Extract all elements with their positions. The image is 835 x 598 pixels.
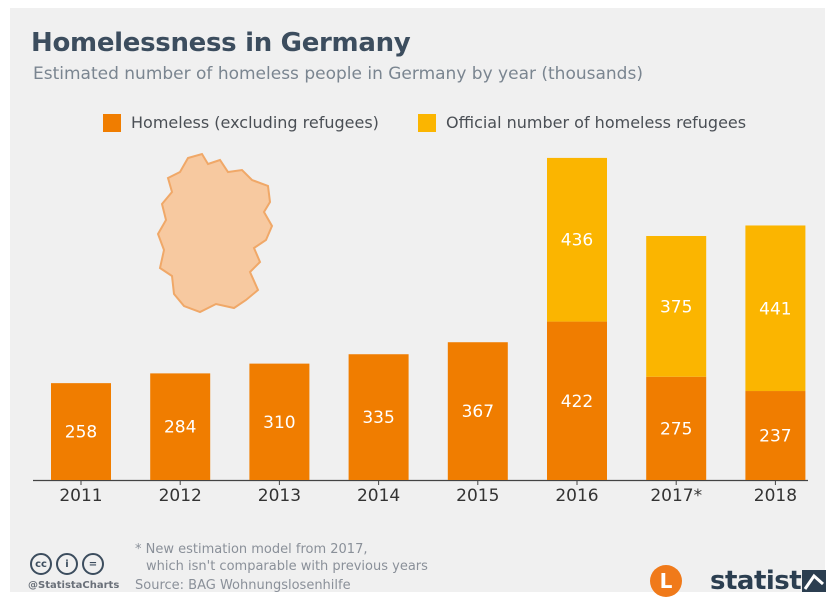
data-label-homeless-2017: 275 — [660, 419, 692, 439]
data-label-homeless-2011: 258 — [65, 423, 97, 443]
legend-label-homeless: Homeless (excluding refugees) — [131, 113, 379, 132]
x-tick-label-2014: 2014 — [357, 486, 400, 506]
legend-label-refugees: Official number of homeless refugees — [446, 113, 747, 132]
x-tick-label-2017: 2017* — [650, 486, 702, 506]
bar-refugees-2016 — [547, 157, 607, 322]
x-tick-label-2015: 2015 — [456, 486, 499, 506]
data-label-homeless-2012: 284 — [164, 418, 196, 438]
bar-homeless-2016 — [547, 321, 607, 480]
legend-swatch-homeless — [103, 113, 121, 132]
x-tick-label-2013: 2013 — [258, 486, 301, 506]
statista-brand: statista — [710, 566, 819, 596]
data-label-homeless-2018: 237 — [759, 427, 791, 447]
footnote-line-2: which isn't comparable with previous yea… — [146, 559, 428, 574]
data-label-homeless-2016: 422 — [561, 392, 593, 412]
x-tick-label-2016: 2016 — [555, 486, 598, 506]
source-text: Source: BAG Wohnungslosenhilfe — [135, 578, 351, 593]
footnote: * New estimation model from 2017, which … — [135, 541, 428, 575]
x-tick-label-2012: 2012 — [159, 486, 202, 506]
bar-homeless-2017 — [646, 376, 707, 480]
data-label-homeless-2013: 310 — [263, 413, 295, 433]
bar-homeless-2013 — [249, 363, 310, 480]
bar-homeless-2015 — [447, 342, 508, 480]
statista-logo-icon — [802, 570, 826, 592]
data-label-homeless-2014: 335 — [362, 408, 394, 428]
data-label-homeless-2015: 367 — [462, 402, 494, 422]
bar-homeless-2011 — [51, 383, 111, 480]
footnote-line-1: * New estimation model from 2017, — [135, 542, 368, 557]
bar-homeless-2018 — [745, 391, 806, 480]
attribution-icon: i — [56, 553, 78, 575]
germany-map-icon — [156, 152, 274, 314]
bar-refugees-2017 — [646, 235, 707, 377]
bar-homeless-2014 — [348, 354, 409, 480]
social-handle: @StatistaCharts — [28, 580, 120, 591]
legend-item-refugees: Official number of homeless refugees — [418, 113, 746, 132]
x-tick-label-2011: 2011 — [59, 486, 102, 506]
chart-title: Homelessness in Germany — [31, 28, 411, 58]
data-label-refugees-2017: 375 — [660, 297, 692, 317]
x-tick-label-2018: 2018 — [754, 486, 797, 506]
no-derivatives-icon: = — [82, 553, 104, 575]
partner-logo: L — [650, 565, 682, 597]
chart-subtitle: Estimated number of homeless people in G… — [33, 64, 643, 84]
data-label-refugees-2018: 441 — [759, 299, 791, 319]
bar-refugees-2018 — [745, 225, 806, 392]
cc-icon: cc — [30, 553, 52, 575]
bar-homeless-2012 — [150, 373, 211, 480]
legend: Homeless (excluding refugees) Official n… — [0, 113, 835, 137]
data-label-refugees-2016: 436 — [561, 231, 593, 251]
legend-swatch-refugees — [418, 113, 436, 132]
license-icons: cc i = — [30, 553, 104, 575]
legend-item-homeless: Homeless (excluding refugees) — [103, 113, 379, 132]
